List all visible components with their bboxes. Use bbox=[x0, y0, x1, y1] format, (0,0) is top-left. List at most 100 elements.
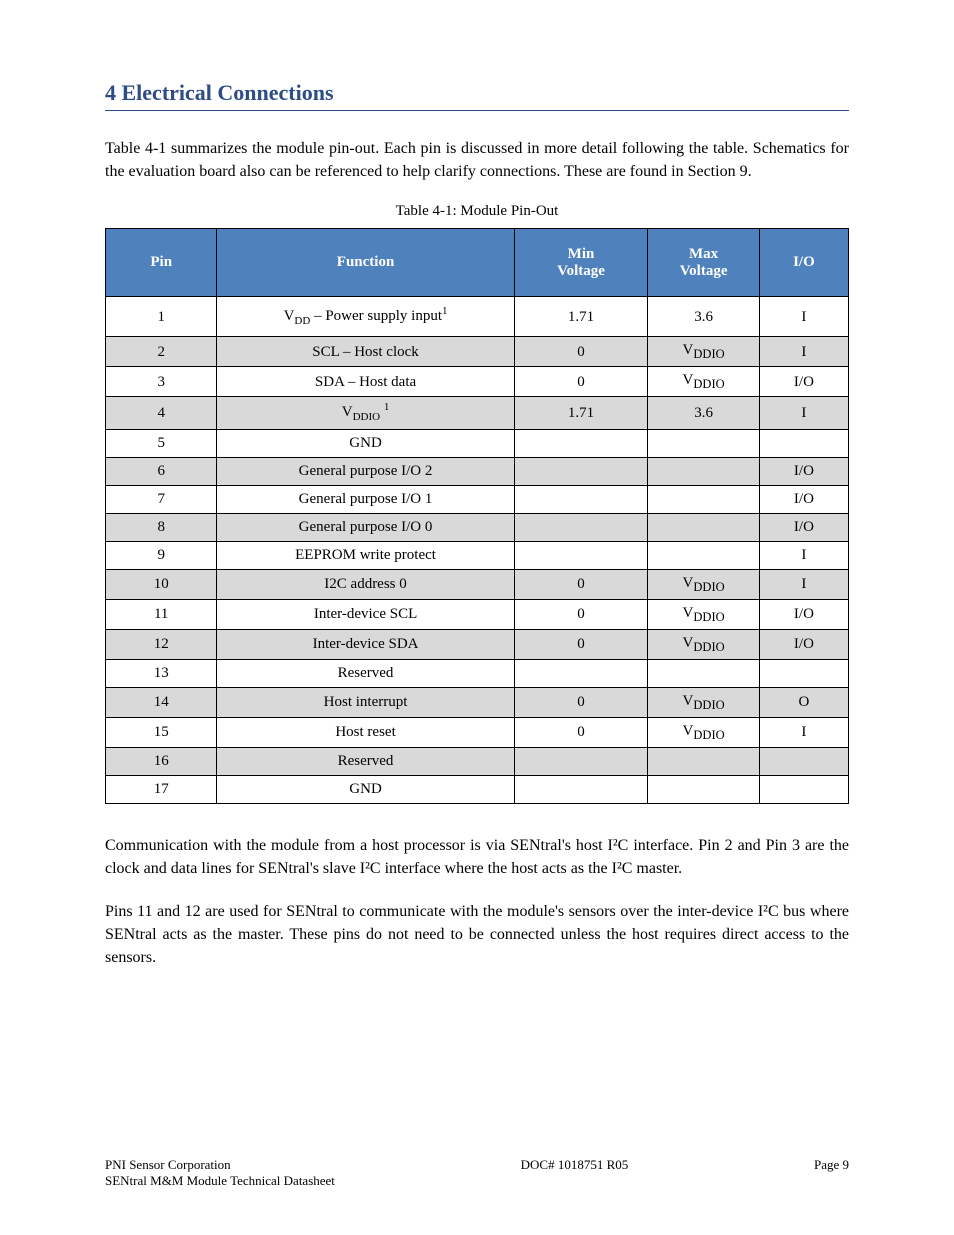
cell-maxv bbox=[648, 457, 759, 485]
cell-minv: 1.71 bbox=[514, 397, 648, 429]
cell-io bbox=[759, 775, 848, 803]
cell-pin: 2 bbox=[106, 337, 217, 367]
table-row: 13Reserved bbox=[106, 659, 849, 687]
cell-pin: 5 bbox=[106, 429, 217, 457]
cell-maxv bbox=[648, 747, 759, 775]
page-footer: PNI Sensor Corporation SENtral M&M Modul… bbox=[105, 1157, 849, 1189]
paragraph-host-i2c: Communication with the module from a hos… bbox=[105, 834, 849, 880]
cell-pin: 4 bbox=[106, 397, 217, 429]
cell-pin: 15 bbox=[106, 717, 217, 747]
cell-function: General purpose I/O 0 bbox=[217, 513, 514, 541]
cell-function: Inter-device SCL bbox=[217, 599, 514, 629]
cell-maxv: VDDIO bbox=[648, 629, 759, 659]
cell-maxv bbox=[648, 513, 759, 541]
cell-maxv: VDDIO bbox=[648, 687, 759, 717]
table-caption: Table 4-1: Module Pin-Out bbox=[105, 203, 849, 220]
table-row: 10I2C address 00VDDIOI bbox=[106, 569, 849, 599]
cell-function: Host interrupt bbox=[217, 687, 514, 717]
table-row: 15Host reset0VDDIOI bbox=[106, 717, 849, 747]
cell-function: VDDIO 1 bbox=[217, 397, 514, 429]
table-row: 1VDD – Power supply input11.713.6I bbox=[106, 297, 849, 337]
cell-function: Reserved bbox=[217, 747, 514, 775]
footer-company: PNI Sensor Corporation bbox=[105, 1157, 335, 1173]
cell-maxv: VDDIO bbox=[648, 367, 759, 397]
cell-function: GND bbox=[217, 429, 514, 457]
table-row: 4VDDIO 11.713.6I bbox=[106, 397, 849, 429]
cell-function: General purpose I/O 1 bbox=[217, 485, 514, 513]
cell-minv: 1.71 bbox=[514, 297, 648, 337]
cell-io: I bbox=[759, 541, 848, 569]
cell-minv bbox=[514, 775, 648, 803]
cell-pin: 17 bbox=[106, 775, 217, 803]
cell-minv: 0 bbox=[514, 717, 648, 747]
cell-pin: 14 bbox=[106, 687, 217, 717]
cell-function: EEPROM write protect bbox=[217, 541, 514, 569]
table-row: 16Reserved bbox=[106, 747, 849, 775]
cell-maxv: 3.6 bbox=[648, 397, 759, 429]
cell-minv bbox=[514, 457, 648, 485]
cell-io: I/O bbox=[759, 457, 848, 485]
cell-maxv bbox=[648, 775, 759, 803]
cell-minv: 0 bbox=[514, 687, 648, 717]
cell-minv bbox=[514, 747, 648, 775]
col-function: Function bbox=[217, 229, 514, 297]
cell-function: GND bbox=[217, 775, 514, 803]
cell-pin: 8 bbox=[106, 513, 217, 541]
table-row: 14Host interrupt0VDDIOO bbox=[106, 687, 849, 717]
pin-table: Pin Function Min Voltage Max Voltage I/O… bbox=[105, 228, 849, 803]
intro-paragraph: Table 4-1 summarizes the module pin-out.… bbox=[105, 137, 849, 183]
cell-io: I/O bbox=[759, 485, 848, 513]
cell-io bbox=[759, 659, 848, 687]
table-row: 5GND bbox=[106, 429, 849, 457]
cell-minv: 0 bbox=[514, 569, 648, 599]
col-pin: Pin bbox=[106, 229, 217, 297]
cell-io bbox=[759, 747, 848, 775]
cell-function: Host reset bbox=[217, 717, 514, 747]
cell-pin: 9 bbox=[106, 541, 217, 569]
cell-pin: 10 bbox=[106, 569, 217, 599]
table-row: 2SCL – Host clock0VDDIOI bbox=[106, 337, 849, 367]
cell-function: VDD – Power supply input1 bbox=[217, 297, 514, 337]
cell-function: Reserved bbox=[217, 659, 514, 687]
col-io: I/O bbox=[759, 229, 848, 297]
cell-function: SCL – Host clock bbox=[217, 337, 514, 367]
cell-maxv bbox=[648, 429, 759, 457]
cell-minv bbox=[514, 485, 648, 513]
cell-io: I/O bbox=[759, 367, 848, 397]
cell-maxv bbox=[648, 485, 759, 513]
cell-function: SDA – Host data bbox=[217, 367, 514, 397]
table-row: 9EEPROM write protect I bbox=[106, 541, 849, 569]
cell-pin: 7 bbox=[106, 485, 217, 513]
cell-pin: 3 bbox=[106, 367, 217, 397]
cell-io: I/O bbox=[759, 513, 848, 541]
footer-page: Page 9 bbox=[814, 1157, 849, 1173]
table-row: 11Inter-device SCL0VDDIOI/O bbox=[106, 599, 849, 629]
section-heading: 4 Electrical Connections bbox=[105, 80, 849, 106]
cell-maxv: VDDIO bbox=[648, 337, 759, 367]
cell-pin: 16 bbox=[106, 747, 217, 775]
cell-maxv bbox=[648, 659, 759, 687]
cell-function: I2C address 0 bbox=[217, 569, 514, 599]
cell-maxv: VDDIO bbox=[648, 717, 759, 747]
cell-io: I bbox=[759, 297, 848, 337]
cell-pin: 12 bbox=[106, 629, 217, 659]
footer-doc-title: SENtral M&M Module Technical Datasheet bbox=[105, 1173, 335, 1189]
paragraph-interdevice-i2c: Pins 11 and 12 are used for SENtral to c… bbox=[105, 900, 849, 970]
cell-pin: 1 bbox=[106, 297, 217, 337]
col-maxv: Max Voltage bbox=[648, 229, 759, 297]
cell-minv bbox=[514, 659, 648, 687]
col-minv: Min Voltage bbox=[514, 229, 648, 297]
cell-minv: 0 bbox=[514, 337, 648, 367]
cell-minv: 0 bbox=[514, 367, 648, 397]
cell-minv bbox=[514, 541, 648, 569]
cell-io: I bbox=[759, 717, 848, 747]
table-row: 8General purpose I/O 0 I/O bbox=[106, 513, 849, 541]
cell-maxv bbox=[648, 541, 759, 569]
cell-io: I bbox=[759, 569, 848, 599]
cell-maxv: 3.6 bbox=[648, 297, 759, 337]
table-header-row: Pin Function Min Voltage Max Voltage I/O bbox=[106, 229, 849, 297]
cell-minv bbox=[514, 429, 648, 457]
table-row: 3SDA – Host data0VDDIOI/O bbox=[106, 367, 849, 397]
cell-pin: 13 bbox=[106, 659, 217, 687]
cell-io bbox=[759, 429, 848, 457]
